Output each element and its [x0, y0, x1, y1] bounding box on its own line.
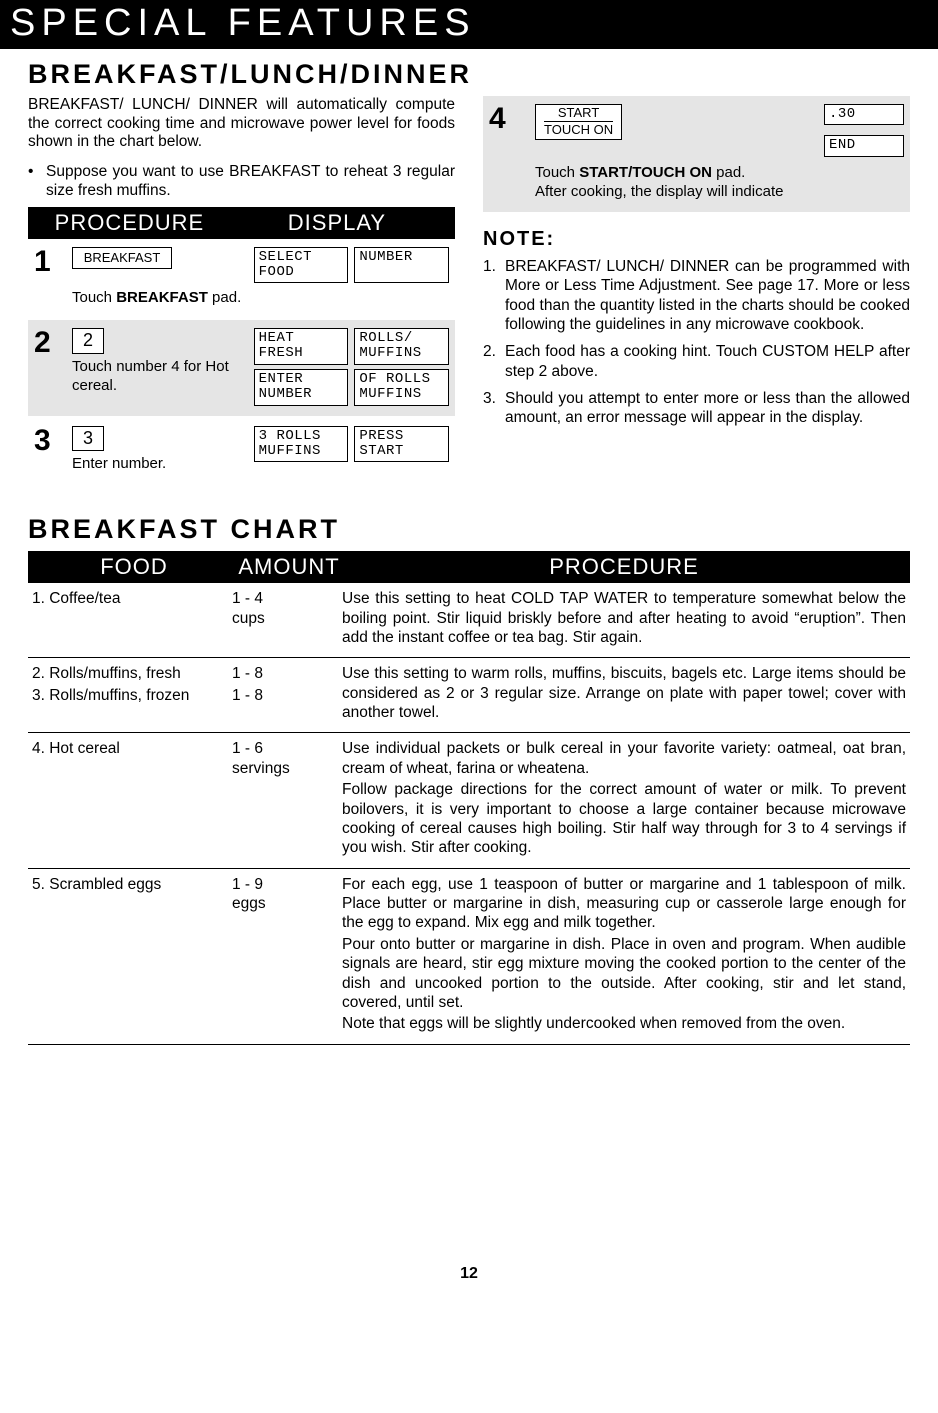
- note-title: NOTE:: [483, 228, 910, 251]
- chart-header-amount: AMOUNT: [234, 554, 344, 580]
- proc-hot-cereal-1: Use individual packets or bulk cereal in…: [342, 739, 906, 778]
- proc-coffee-tea: Use this setting to heat COLD TAP WATER …: [342, 589, 906, 647]
- food-scrambled-eggs: 5. Scrambled eggs: [32, 875, 226, 894]
- lcd-select-food: SELECT FOOD: [254, 247, 349, 284]
- proc-rolls: Use this setting to warm rolls, muffins,…: [342, 664, 906, 722]
- proc-eggs-2: Pour onto butter or margarine in dish. P…: [342, 935, 906, 1013]
- start-touch-on-button[interactable]: START TOUCH ON: [535, 104, 622, 140]
- food-rolls-frozen: 3. Rolls/muffins, frozen: [32, 686, 226, 705]
- step-2-caption: Touch number 4 for Hot cereal.: [72, 358, 242, 396]
- chart-row-4: 5. Scrambled eggs 1 - 9 eggs For each eg…: [28, 869, 910, 1045]
- chart-header-procedure: PROCEDURE: [344, 554, 904, 580]
- amount-scrambled-eggs: 1 - 9 eggs: [232, 875, 336, 914]
- step-3-number: 3: [34, 426, 62, 475]
- example-bullet: • Suppose you want to use BREAKFAST to r…: [28, 162, 455, 201]
- amount-rolls-fresh: 1 - 8: [232, 664, 336, 683]
- note-3: 3. Should you attempt to enter more or l…: [483, 389, 910, 428]
- step-1-caption: Touch BREAKFAST pad.: [72, 289, 449, 308]
- lcd-30: .30: [824, 104, 904, 125]
- amount-coffee-tea: 1 - 4 cups: [232, 589, 336, 628]
- note-2: 2. Each food has a cooking hint. Touch C…: [483, 342, 910, 381]
- step-4-number: 4: [489, 104, 517, 134]
- chart-header: FOOD AMOUNT PROCEDURE: [28, 551, 910, 583]
- chart-header-food: FOOD: [34, 554, 234, 580]
- display-header-label: DISPLAY: [225, 210, 449, 236]
- chart-row-1: 1. Coffee/tea 1 - 4 cups Use this settin…: [28, 583, 910, 658]
- step-3: 3 3 Enter number. 3 ROLLS MUFFINS PRESS …: [28, 418, 455, 487]
- step-2: 2 2 Touch number 4 for Hot cereal. HEAT …: [28, 320, 455, 418]
- keypad-2-button[interactable]: 2: [72, 328, 104, 354]
- lcd-of-rolls-muffins: OF ROLLS MUFFINS: [354, 369, 449, 406]
- food-rolls-fresh: 2. Rolls/muffins, fresh: [32, 664, 226, 683]
- proc-hot-cereal-2: Follow package directions for the correc…: [342, 780, 906, 858]
- special-features-banner: SPECIAL FEATURES: [0, 0, 938, 49]
- step-4: 4 START TOUCH ON .30 END Touch START/TOU…: [483, 96, 910, 212]
- intro-text: BREAKFAST/ LUNCH/ DINNER will automatica…: [28, 96, 455, 152]
- lcd-rolls-muffins: ROLLS/ MUFFINS: [354, 328, 449, 365]
- lcd-number: NUMBER: [354, 247, 449, 284]
- step-2-number: 2: [34, 328, 62, 406]
- lcd-3-rolls-muffins: 3 ROLLS MUFFINS: [254, 426, 349, 463]
- food-coffee-tea: 1. Coffee/tea: [32, 589, 226, 608]
- procedure-display-header: PROCEDURE DISPLAY: [28, 207, 455, 239]
- lcd-enter-number: ENTER NUMBER: [254, 369, 349, 406]
- lcd-heat-fresh: HEAT FRESH: [254, 328, 349, 365]
- step-1-number: 1: [34, 247, 62, 309]
- food-hot-cereal: 4. Hot cereal: [32, 739, 226, 758]
- step-4-caption: Touch START/TOUCH ON pad. After cooking,…: [489, 163, 904, 202]
- chart-row-3: 4. Hot cereal 1 - 6 servings Use individ…: [28, 733, 910, 868]
- step-3-caption: Enter number.: [72, 455, 242, 474]
- proc-eggs-1: For each egg, use 1 teaspoon of butter o…: [342, 875, 906, 933]
- amount-hot-cereal: 1 - 6 servings: [232, 739, 336, 778]
- lcd-end: END: [824, 135, 904, 156]
- proc-eggs-3: Note that eggs will be slightly undercoo…: [342, 1014, 906, 1033]
- bld-title: BREAKFAST/LUNCH/DINNER: [28, 59, 910, 90]
- breakfast-chart-title: BREAKFAST CHART: [28, 514, 910, 545]
- procedure-header-label: PROCEDURE: [34, 210, 225, 236]
- breakfast-pad-button[interactable]: BREAKFAST: [72, 247, 172, 269]
- note-1: 1. BREAKFAST/ LUNCH/ DINNER can be progr…: [483, 257, 910, 335]
- step-1: 1 BREAKFAST SELECT FOOD NUMBER Touch BRE…: [28, 239, 455, 321]
- amount-rolls-frozen: 1 - 8: [232, 686, 336, 705]
- keypad-3-button[interactable]: 3: [72, 426, 104, 452]
- chart-row-2: 2. Rolls/muffins, fresh 3. Rolls/muffins…: [28, 658, 910, 733]
- lcd-press-start: PRESS START: [354, 426, 449, 463]
- page-number: 12: [28, 1265, 910, 1283]
- bullet-text: Suppose you want to use BREAKFAST to reh…: [46, 162, 455, 201]
